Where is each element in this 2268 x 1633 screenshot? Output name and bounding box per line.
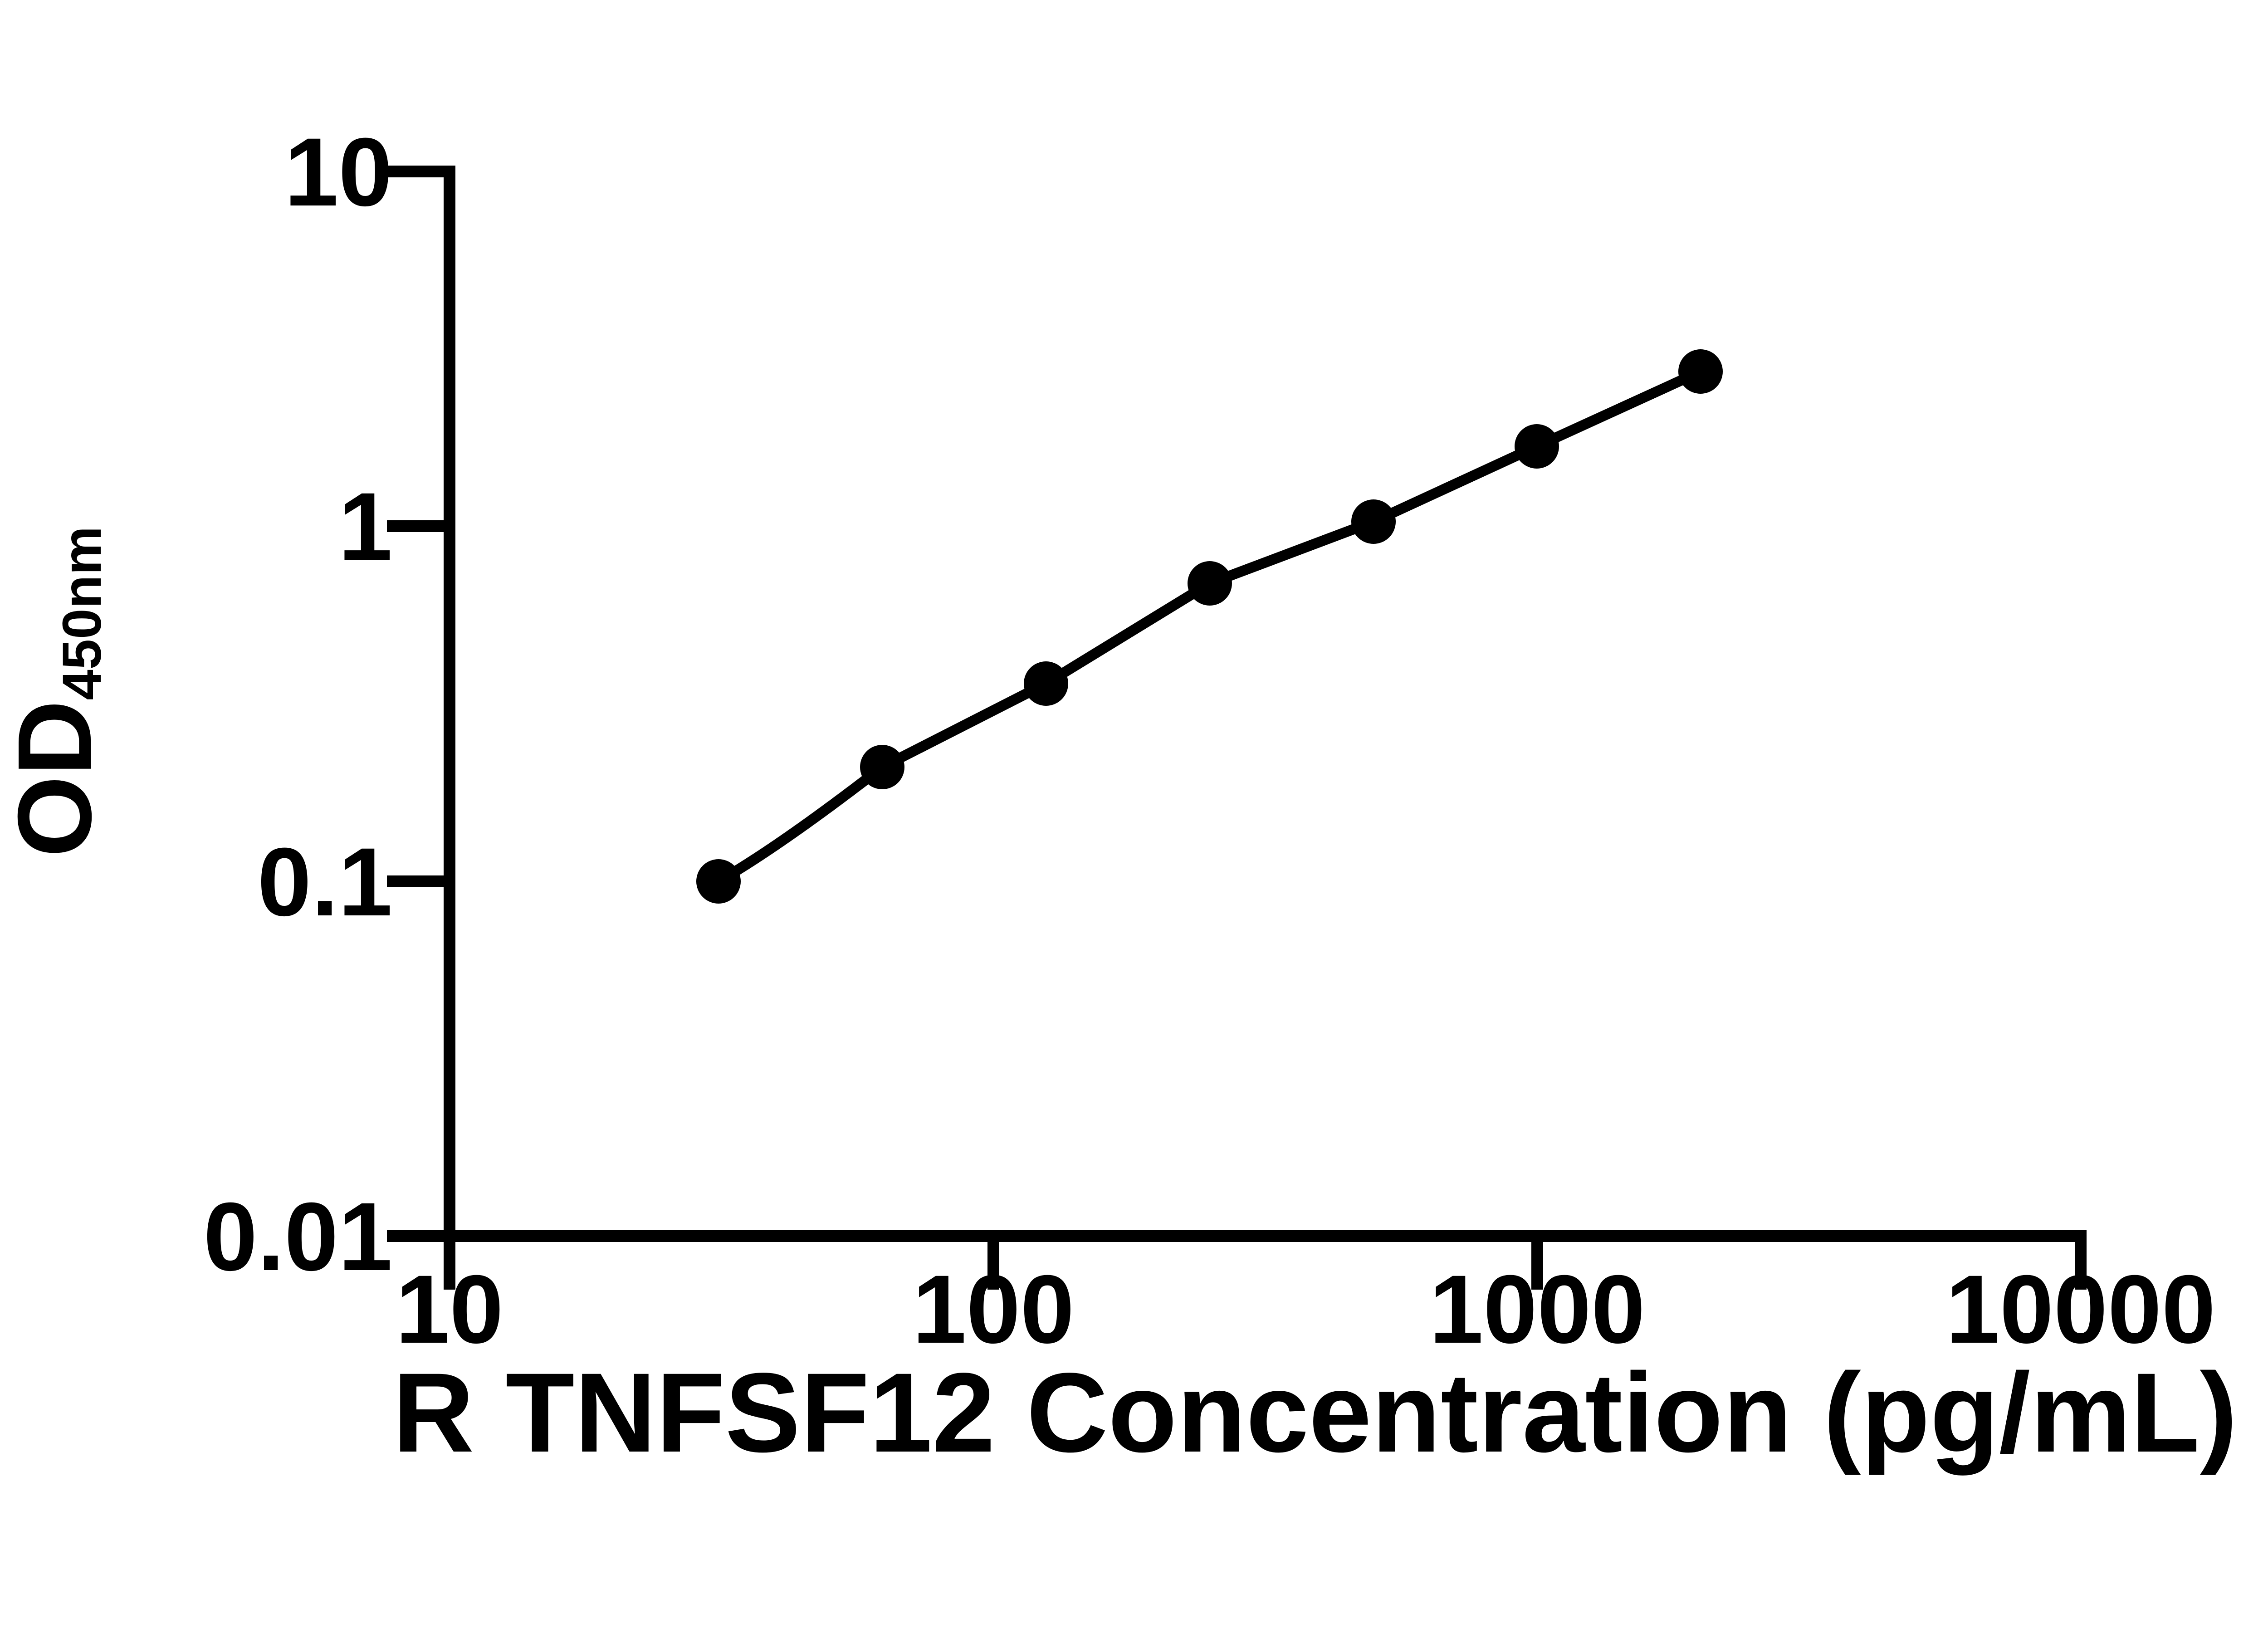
svg-text:10: 10 xyxy=(396,1255,503,1364)
svg-text:0.1: 0.1 xyxy=(258,828,393,936)
svg-text:0.01: 0.01 xyxy=(203,1183,392,1291)
svg-text:1000: 1000 xyxy=(1429,1255,1645,1364)
svg-text:1: 1 xyxy=(338,473,392,581)
svg-text:100: 100 xyxy=(912,1255,1074,1364)
svg-text:10: 10 xyxy=(284,118,392,226)
svg-text:10000: 10000 xyxy=(1945,1255,2215,1364)
svg-text:OD450nm: OD450nm xyxy=(0,526,113,857)
svg-text:R TNFSF12 Concentration (pg/mL: R TNFSF12 Concentration (pg/mL) xyxy=(393,1349,2238,1476)
